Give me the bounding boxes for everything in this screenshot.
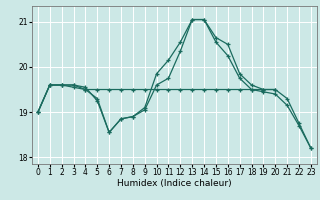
X-axis label: Humidex (Indice chaleur): Humidex (Indice chaleur) [117, 179, 232, 188]
